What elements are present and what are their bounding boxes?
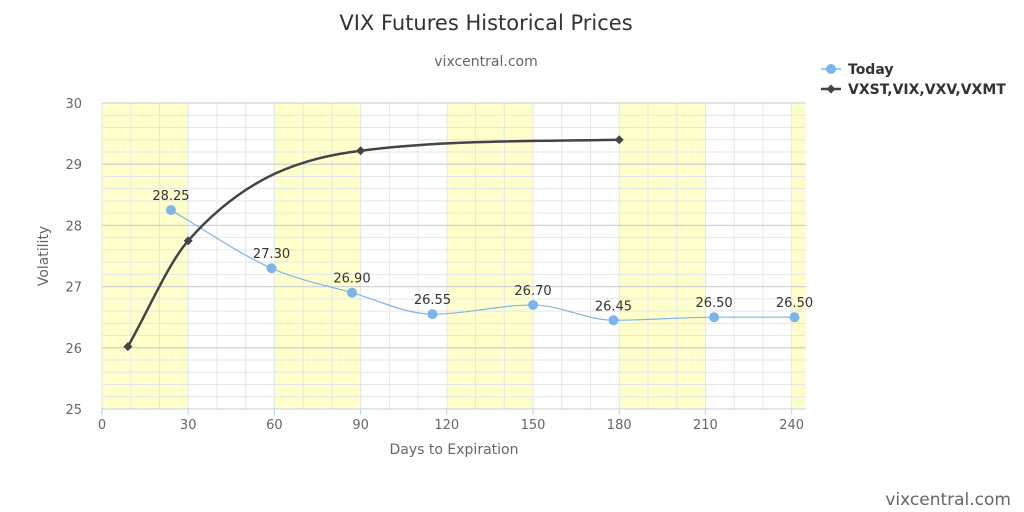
- data-point[interactable]: [123, 342, 133, 352]
- x-tick-label: 210: [693, 418, 718, 433]
- data-point[interactable]: [427, 309, 438, 320]
- x-axis-title: Days to Expiration: [390, 442, 519, 458]
- y-tick-label: 26: [65, 342, 82, 357]
- data-point[interactable]: [528, 299, 539, 310]
- legend-marker[interactable]: [826, 64, 836, 74]
- series-line-vxst-vix-vxv-vxmt: [126, 138, 620, 348]
- band: [446, 103, 534, 409]
- data-label: 26.50: [776, 296, 813, 311]
- legend: Today VXST,VIX,VXV,VXMT: [821, 62, 1006, 98]
- data-label: 27.30: [253, 247, 290, 262]
- chart-subtitle: vixcentral.com: [434, 54, 537, 70]
- x-tick-label: 0: [98, 418, 106, 433]
- x-tick-label: 60: [266, 418, 283, 433]
- x-tick-label: 150: [521, 418, 546, 433]
- y-tick-label: 25: [65, 403, 82, 418]
- data-point[interactable]: [614, 135, 624, 145]
- x-tick-label: 120: [434, 418, 459, 433]
- watermark: vixcentral.com: [885, 490, 1011, 510]
- data-label: 26.45: [595, 299, 632, 314]
- data-point[interactable]: [165, 205, 176, 216]
- data-label: 26.90: [333, 272, 370, 287]
- band: [102, 103, 189, 409]
- x-tick-label: 90: [352, 418, 369, 433]
- legend-label[interactable]: VXST,VIX,VXV,VXMT: [848, 82, 1006, 98]
- data-label: 26.50: [695, 296, 732, 311]
- data-point[interactable]: [709, 312, 720, 323]
- legend-marker[interactable]: [826, 84, 836, 94]
- y-tick-label: 30: [65, 97, 82, 112]
- data-label: 26.55: [414, 293, 451, 308]
- x-tick-label: 30: [180, 418, 197, 433]
- data-labels-layer: 28.25 27.30 26.90 26.55 26.70 26.45 26.50 26.50: [152, 189, 813, 314]
- y-tick-label: 27: [65, 281, 82, 296]
- data-point[interactable]: [183, 236, 193, 246]
- grid-layer: [101, 102, 806, 410]
- data-point[interactable]: [346, 287, 357, 298]
- band-layer: [102, 103, 806, 409]
- data-point[interactable]: [789, 312, 800, 323]
- data-point[interactable]: [266, 263, 277, 274]
- data-label: 26.70: [514, 284, 551, 299]
- series-layer: [123, 135, 800, 352]
- y-axis-title: Volatility: [36, 226, 52, 286]
- y-tick-label: 29: [65, 158, 82, 173]
- axes-layer: 0 30 60 90 120 150 180 210 240 25 26 27 28 29 30: [65, 97, 806, 433]
- x-tick-label: 180: [607, 418, 632, 433]
- data-point[interactable]: [608, 315, 619, 326]
- y-tick-label: 28: [65, 219, 82, 234]
- data-label: 28.25: [152, 189, 189, 204]
- band: [791, 103, 806, 409]
- band: [619, 103, 706, 409]
- legend-label[interactable]: Today: [848, 62, 893, 78]
- data-point[interactable]: [356, 146, 366, 156]
- x-tick-label: 240: [779, 418, 804, 433]
- chart-title: VIX Futures Historical Prices: [339, 11, 632, 35]
